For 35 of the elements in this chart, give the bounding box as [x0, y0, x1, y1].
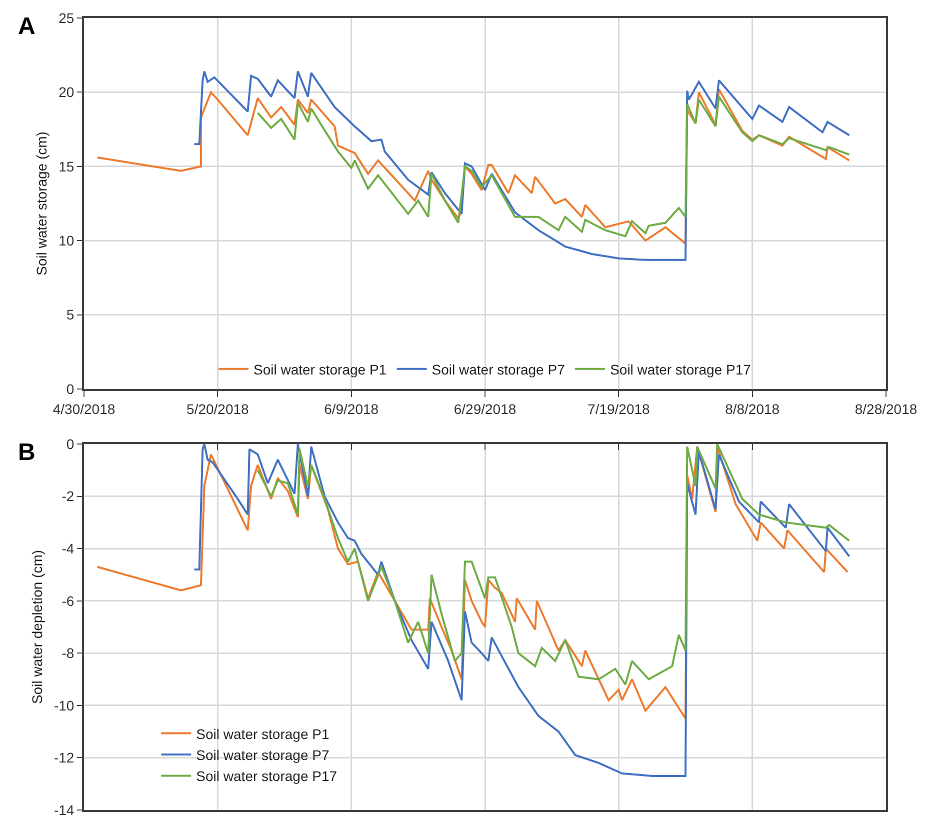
y-tick-label: -14 [54, 802, 74, 818]
y-tick-label: -8 [62, 645, 74, 662]
y-axis-title: Soil water storage (cm) [34, 132, 50, 276]
y-tick-label: -6 [62, 592, 74, 609]
x-tick-label: 4/30/2018 [52, 400, 116, 417]
y-axis-title: Soil water depletion (cm) [29, 550, 46, 704]
y-tick-label: 5 [66, 306, 74, 323]
text: A [18, 13, 36, 40]
legend-label: Soil water storage P17 [196, 768, 338, 784]
y-tick-label: 0 [66, 380, 74, 397]
y-tick-label: -10 [54, 697, 74, 714]
text: B [18, 439, 36, 466]
legend-label: Soil water storage P1 [254, 361, 387, 378]
line-series [256, 96, 850, 238]
y-tick-label: 25 [58, 10, 74, 26]
x-tick-label: 6/29/2018 [454, 400, 516, 417]
line-series [193, 70, 850, 261]
legend-label: Soil water storage P1 [196, 726, 330, 742]
y-tick-label: -2 [62, 488, 74, 504]
x-tick-label: 6/9/2018 [324, 400, 379, 417]
y-tick-label: -4 [62, 540, 74, 556]
legend-label: Soil water storage P17 [610, 361, 752, 378]
y-tick-label: 10 [58, 232, 74, 248]
legend-label: Soil water storage P7 [432, 361, 566, 378]
legend-label: Soil water storage P7 [196, 746, 330, 763]
x-tick-label: 5/20/2018 [186, 400, 250, 417]
x-tick-label: 8/8/2018 [725, 400, 780, 417]
y-tick-label: -12 [54, 750, 74, 766]
line-series [256, 444, 850, 686]
y-tick-label: 20 [58, 84, 74, 100]
y-tick-label: 15 [58, 158, 74, 174]
x-tick-label: 8/28/2018 [854, 400, 918, 417]
y-tick-label: 0 [66, 436, 74, 452]
x-tick-label: 7/19/2018 [588, 400, 650, 417]
line-series [96, 88, 850, 245]
